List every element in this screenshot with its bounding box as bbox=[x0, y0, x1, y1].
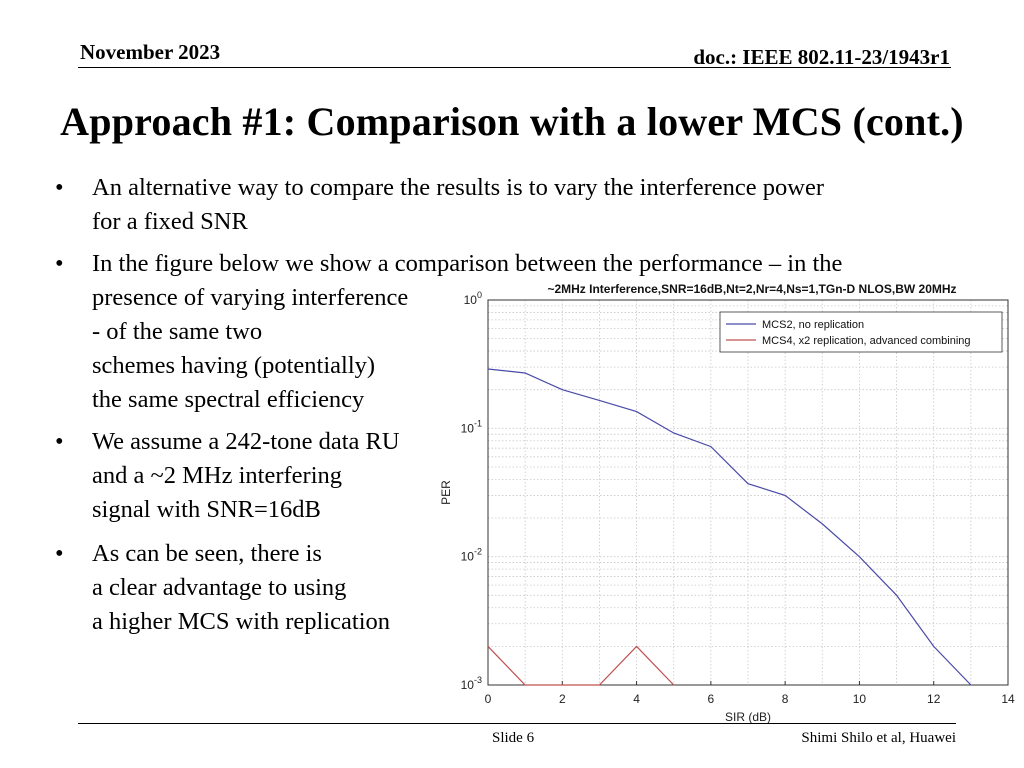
axes-frame bbox=[487, 299, 1009, 686]
bullet-line: As can be seen, there is bbox=[92, 540, 322, 567]
y-tick-label: 100 bbox=[464, 290, 482, 307]
bullet-dot: • bbox=[55, 250, 64, 277]
x-tick-label: 8 bbox=[782, 692, 789, 706]
bullet-text: In the figure below we show a comparison… bbox=[92, 247, 842, 417]
x-tick-label: 14 bbox=[1001, 692, 1015, 706]
bullet-line: In the figure below we show a comparison… bbox=[92, 250, 843, 277]
series-line-2 bbox=[487, 645, 675, 686]
bullet-line: schemes having (potentially) bbox=[92, 352, 376, 379]
slide-title: Approach #1: Comparison with a lower MCS… bbox=[60, 99, 964, 144]
header-date: November 2023 bbox=[80, 40, 221, 64]
y-axis-label: PER bbox=[439, 480, 453, 505]
x-tick-label: 12 bbox=[927, 692, 941, 706]
footer-divider bbox=[78, 723, 956, 724]
bullet-line: An alternative way to compare the result… bbox=[92, 174, 824, 201]
bullet-line: a higher MCS with replication bbox=[92, 608, 391, 635]
bullet-dot: • bbox=[55, 428, 64, 455]
x-tick-label: 10 bbox=[853, 692, 867, 706]
bullet-text: An alternative way to compare the result… bbox=[92, 171, 824, 239]
legend-label: MCS4, x2 replication, advanced combining bbox=[762, 335, 971, 347]
bullet-text: As can be seen, there is a clear advanta… bbox=[92, 537, 390, 639]
bullet-dot: • bbox=[55, 540, 64, 567]
y-tick-label: 10-1 bbox=[461, 418, 482, 435]
bullet-line: signal with SNR=16dB bbox=[92, 496, 321, 523]
x-tick-label: 2 bbox=[559, 692, 566, 706]
bullet-line: for a fixed SNR bbox=[92, 208, 248, 235]
y-tick-label: 10-3 bbox=[461, 675, 482, 692]
footer-author: Shimi Shilo et al, Huawei bbox=[801, 730, 956, 746]
bullet-line: - of the same two bbox=[92, 318, 263, 345]
bullet-line: a clear advantage to using bbox=[92, 574, 347, 601]
chart-title: ~2MHz Interference,SNR=16dB,Nt=2,Nr=4,Ns… bbox=[547, 282, 956, 296]
x-tick-label: 0 bbox=[485, 692, 492, 706]
bullet-line: the same spectral efficiency bbox=[92, 386, 365, 413]
header-divider bbox=[78, 67, 951, 68]
legend-label: MCS2, no replication bbox=[762, 319, 864, 331]
bullet-line: presence of varying interference bbox=[92, 284, 409, 311]
per-vs-sir-chart: 0 2 4 6 8 10 12 14 100 10-1 10-2 10-3 ~2MHz Interfer… bbox=[439, 282, 1015, 723]
bullet-text: We assume a 242-tone data RU and a ~2 MH… bbox=[92, 425, 400, 527]
legend-box bbox=[719, 311, 1003, 353]
bullet-dot: • bbox=[55, 174, 64, 201]
x-tick-label: 6 bbox=[708, 692, 715, 706]
series-line-1 bbox=[487, 368, 972, 686]
y-tick-label: 10-2 bbox=[461, 547, 482, 564]
header-doc-id: doc.: IEEE 802.11-23/1943r1 bbox=[693, 45, 950, 69]
bullet-line: We assume a 242-tone data RU bbox=[92, 428, 400, 455]
x-tick-label: 4 bbox=[633, 692, 640, 706]
x-axis-label: SIR (dB) bbox=[725, 710, 771, 723]
bullet-line: and a ~2 MHz interfering bbox=[92, 462, 343, 489]
slide-number: Slide 6 bbox=[492, 730, 535, 746]
